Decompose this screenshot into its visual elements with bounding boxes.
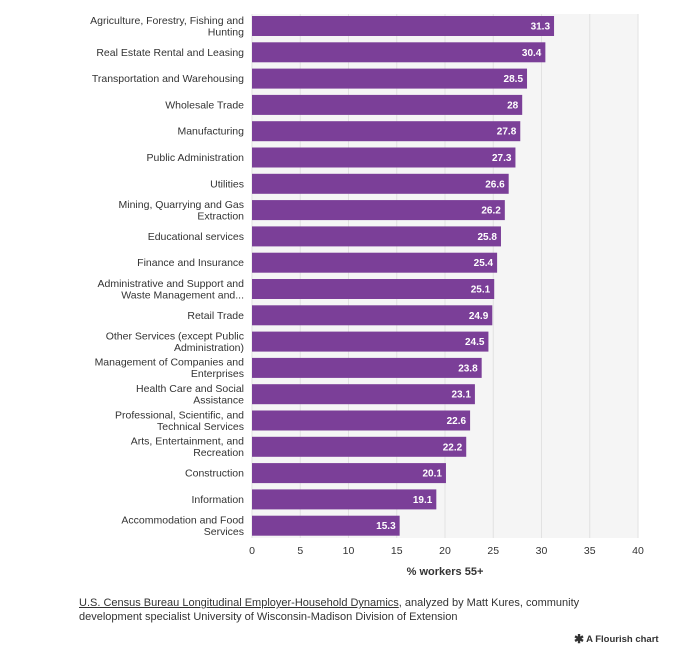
category-label: Other Services (except Public Administrat… [106,330,244,354]
bar-value-label: 28.5 [504,74,524,85]
x-tick-label: 5 [297,545,303,557]
bars: 31.3 30.4 28.5 28 27.8 27.3 26.6 26.2 25.8 25.4 25… [252,16,555,536]
category-label: Administrative and Support and Waste Mana… [97,278,244,302]
bar-chart: 31.3 30.4 28.5 28 27.8 27.3 26.6 26.2 25.8 25.4 25… [90,14,644,578]
x-tick-label: 25 [487,545,499,557]
asterisk-icon: ✱ [574,632,585,646]
bar-value-label: 25.8 [478,232,498,243]
bar-value-label: 27.8 [497,127,517,138]
bar-value-label: 23.1 [451,390,471,401]
bar-value-label: 23.8 [458,363,478,374]
bar [252,489,437,510]
bar-value-label: 22.6 [447,416,467,427]
x-tick-label: 40 [632,545,644,557]
bar-value-label: 27.3 [492,153,512,164]
bar [252,305,493,326]
x-tick-label: 35 [584,545,596,557]
bar-value-label: 26.6 [485,179,505,190]
bar-value-label: 24.5 [465,337,485,348]
category-label: Real Estate Rental and Leasing [96,47,244,59]
bar [252,200,505,221]
bar [252,42,546,63]
x-axis-ticks: 0 5 10 15 20 25 30 35 40 [249,545,644,557]
bar [252,252,498,273]
category-label: Utilities [210,178,244,190]
source-note: U.S. Census Bureau Longitudinal Employer… [79,596,619,624]
source-text: , analyzed by Matt Kures, community deve… [79,597,580,623]
bar [252,279,495,299]
x-tick-label: 15 [391,545,403,557]
category-label: Finance and Insurance [137,257,244,269]
bar-value-label: 19.1 [413,495,433,506]
bar [252,436,467,457]
bar [252,173,509,194]
category-label: Accommodation and Food Services [121,514,244,538]
category-label: Retail Trade [187,310,244,322]
credit-text: A Flourish chart [586,633,659,645]
x-tick-label: 10 [343,545,355,557]
bar [252,384,475,405]
category-label: Professional, Scientific, and Technical S… [115,409,244,433]
bar-value-label: 24.9 [469,311,489,322]
bar-value-label: 30.4 [522,48,542,59]
category-label: Mining, Quarrying and Gas Extraction [119,199,245,223]
bar [252,68,528,89]
bar [252,121,521,142]
category-label: Information [191,494,244,506]
category-label: Public Administration [147,152,245,164]
category-label: Management of Companies and Enterprises [95,357,245,381]
category-label: Educational services [148,231,244,243]
bar [252,94,523,115]
category-label: Transportation and Warehousing [92,73,244,85]
category-labels: Agriculture, Forestry, Fishing and Huntin… [90,15,244,538]
bar-value-label: 15.3 [376,521,396,532]
bar [252,16,555,36]
bar-value-label: 31.3 [531,22,551,33]
bar-value-label: 25.1 [471,285,491,296]
category-label: Health Care and Social Assistance [136,383,244,407]
category-label: Construction [185,468,244,480]
x-tick-label: 0 [249,545,255,557]
bar-value-label: 22.2 [443,442,463,453]
bar [252,147,516,168]
bar-value-label: 25.4 [474,258,494,269]
category-label: Manufacturing [177,126,244,138]
bar [252,226,501,247]
source-link[interactable]: U.S. Census Bureau Longitudinal Employer… [79,597,399,609]
category-label: Arts, Entertainment, and Recreation [131,436,244,460]
x-tick-label: 30 [536,545,548,557]
flourish-credit[interactable]: ✱ A Flourish chart [574,632,659,646]
x-tick-label: 20 [439,545,451,557]
bar-value-label: 28 [507,100,519,111]
category-label: Agriculture, Forestry, Fishing and Huntin… [90,15,244,39]
category-label: Wholesale Trade [165,99,244,111]
bar [252,357,482,378]
bar [252,515,400,536]
bar [252,463,446,484]
bar [252,331,489,352]
x-axis-title: % workers 55+ [407,566,484,578]
bar [252,410,471,431]
bar-value-label: 20.1 [422,469,442,480]
bar-value-label: 26.2 [481,206,501,217]
